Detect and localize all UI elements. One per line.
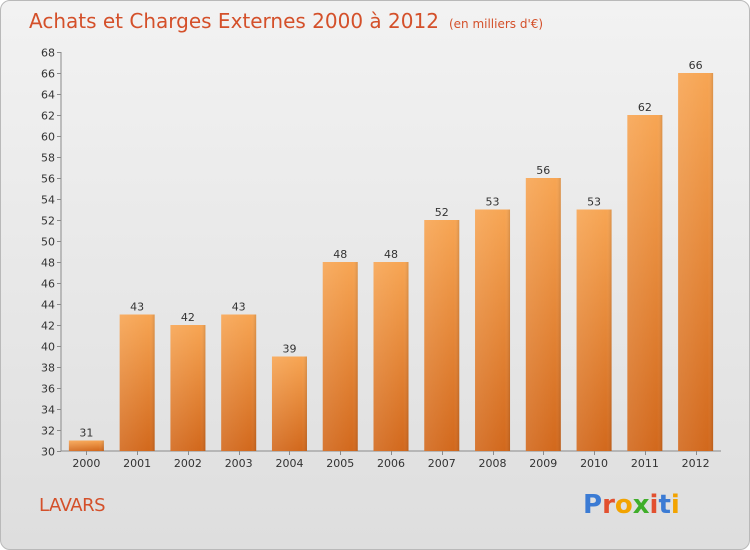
x-tick-label: 2003 [225,457,253,470]
logo-letter: x [632,490,650,520]
data-label: 42 [181,311,195,324]
data-label: 48 [333,248,347,261]
x-tick-label: 2010 [580,457,608,470]
x-tick-label: 2011 [631,457,659,470]
data-label: 66 [689,59,703,72]
data-label: 52 [435,206,449,219]
bar-shade [119,314,155,451]
bar-shade [475,209,511,451]
logo-letter: i [670,490,680,520]
y-tick-label: 66 [41,68,55,81]
x-tick-label: 2007 [428,457,456,470]
y-tick-label: 36 [41,383,55,396]
y-tick-label: 62 [41,110,55,123]
x-tick-label: 2006 [377,457,405,470]
data-label: 31 [79,427,93,440]
logo-letter: o [614,490,633,520]
x-tick-label: 2000 [72,457,100,470]
x-tick-label: 2001 [123,457,151,470]
y-tick-label: 38 [41,362,55,375]
data-label: 43 [232,301,246,314]
bar-shade [678,73,714,451]
data-label: 53 [587,196,601,209]
y-tick-label: 30 [41,446,55,459]
x-tick-label: 2004 [275,457,303,470]
data-label: 43 [130,301,144,314]
y-tick-label: 48 [41,257,55,270]
bar-shade [221,314,257,451]
bar-shade [170,325,206,451]
bar-shade [576,209,612,451]
data-label: 56 [536,164,550,177]
commune-name: LAVARS [39,495,106,516]
x-tick-label: 2009 [529,457,557,470]
x-tick-label: 2002 [174,457,202,470]
bar-shade [424,220,460,451]
y-tick-label: 54 [41,194,55,207]
y-tick-label: 50 [41,236,55,249]
logo-letter: r [602,490,615,520]
bar-shade [373,262,409,451]
x-tick-label: 2008 [479,457,507,470]
bar-shade [271,356,307,451]
y-tick-label: 34 [41,404,55,417]
data-label: 62 [638,101,652,114]
y-tick-label: 56 [41,173,55,186]
logo-letter: P [583,490,603,520]
bar-shade [68,440,104,451]
y-tick-label: 44 [41,299,55,312]
data-label: 48 [384,248,398,261]
y-tick-label: 58 [41,152,55,165]
y-tick-label: 46 [41,278,55,291]
data-label: 39 [282,343,296,356]
bar-shade [627,115,663,451]
bar-shade [322,262,358,451]
y-tick-label: 32 [41,425,55,438]
y-tick-label: 64 [41,89,55,102]
proxiti-logo: Proxiti [583,490,680,520]
bar-shade [525,178,561,451]
data-label: 53 [486,196,500,209]
logo-letter: i [649,490,659,520]
logo-letter: t [658,490,671,520]
y-tick-label: 40 [41,341,55,354]
unit-label: (en milliers d'€) [448,17,544,31]
chart-title: Achats et Charges Externes 2000 à 2012 (e… [29,9,543,33]
title-text: Achats et Charges Externes 2000 à 2012 [29,9,439,33]
y-tick-label: 60 [41,131,55,144]
x-tick-label: 2005 [326,457,354,470]
y-tick-label: 42 [41,320,55,333]
x-tick-label: 2012 [682,457,710,470]
y-tick-label: 52 [41,215,55,228]
y-tick-label: 68 [41,47,55,60]
